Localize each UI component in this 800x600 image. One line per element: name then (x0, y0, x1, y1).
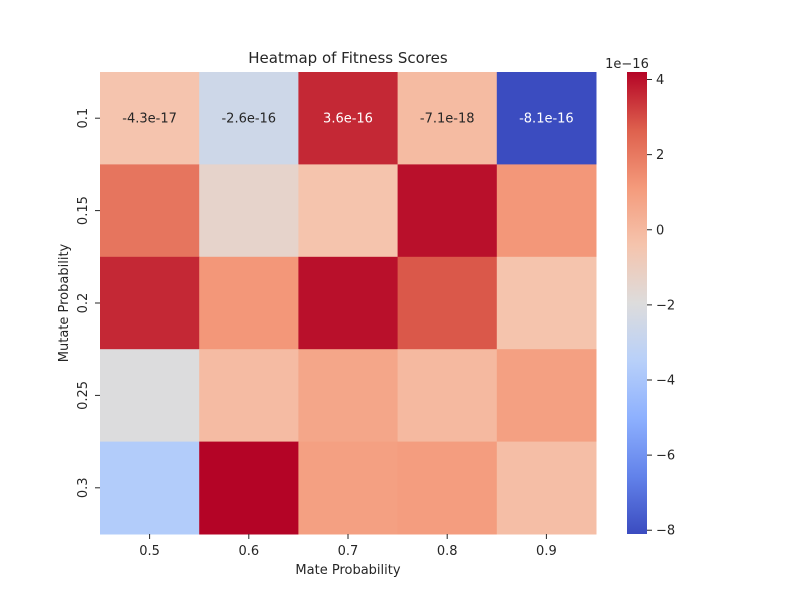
x-tick-label: 0.7 (338, 544, 359, 559)
cell-annotation: 3.6e-16 (323, 112, 373, 127)
heatmap-cell (496, 164, 597, 258)
colorbar-tick-label: −8 (656, 524, 675, 539)
heatmap-cell (199, 349, 299, 443)
heatmap-cell (298, 164, 399, 258)
heatmap-cell (199, 441, 299, 535)
colorbar-tick-label: −4 (656, 374, 675, 389)
heatmap-cell (199, 164, 299, 258)
chart-title: Heatmap of Fitness Scores (248, 49, 448, 67)
colorbar-multiplier: 1e−16 (605, 57, 649, 72)
x-tick-label: 0.8 (437, 544, 458, 559)
heatmap-cell (397, 349, 498, 443)
colorbar-tick-label: −6 (656, 449, 675, 464)
heatmap-cell (100, 256, 200, 350)
heatmap-cell (496, 256, 597, 350)
heatmap-cell (397, 441, 498, 535)
heatmap-cell (298, 349, 399, 443)
x-tick-label: 0.9 (536, 544, 557, 559)
y-tick-label: 0.1 (76, 108, 91, 129)
cell-annotation: -7.1e-18 (420, 112, 475, 127)
colorbar-tick-label: −2 (656, 298, 675, 313)
heatmap-cell (496, 441, 597, 535)
heatmap-cell (298, 72, 399, 165)
heatmap-cell (199, 72, 299, 165)
y-axis-label: Mutate Probability (57, 243, 72, 362)
heatmap-cell (100, 349, 200, 443)
heatmap-cell (100, 72, 200, 165)
heatmap-cell (496, 72, 597, 165)
heatmap-cell (496, 349, 597, 443)
heatmap-cell (199, 256, 299, 350)
x-tick-label: 0.6 (238, 544, 259, 559)
y-axis-ticks: 0.1 0.15 0.2 0.25 0.3 (76, 108, 100, 498)
colorbar-gradient (627, 72, 647, 534)
colorbar-ticks: −8 −6 −4 −2 0 2 4 (647, 73, 675, 539)
colorbar-tick-label: 0 (656, 223, 664, 238)
heatmap-cell (298, 256, 399, 350)
heatmap-cell (100, 164, 200, 258)
heatmap-cell (397, 164, 498, 258)
colorbar-tick-label: 2 (656, 148, 664, 163)
colorbar-tick-label: 4 (656, 73, 664, 88)
heatmap-cell (397, 256, 498, 350)
x-tick-label: 0.5 (139, 544, 160, 559)
cell-annotation: -8.1e-16 (519, 112, 574, 127)
heatmap-cell (100, 441, 200, 535)
y-tick-label: 0.25 (76, 381, 91, 410)
heatmap-cell (298, 441, 399, 535)
x-axis-label: Mate Probability (295, 563, 400, 578)
y-tick-label: 0.15 (76, 196, 91, 225)
cell-annotation: -4.3e-17 (122, 112, 177, 127)
y-tick-label: 0.2 (76, 293, 91, 314)
x-axis-ticks: 0.5 0.6 0.7 0.8 0.9 (139, 534, 557, 559)
colorbar: −8 −6 −4 −2 0 2 4 1e−16 (605, 57, 675, 539)
cell-annotation: -2.6e-16 (221, 112, 276, 127)
y-tick-label: 0.3 (76, 477, 91, 498)
heatmap-cells: -4.3e-17 -2.6e-16 3.6e-16 -7.1e-18 -8.1e-16 (100, 72, 597, 535)
heatmap-cell (397, 72, 498, 165)
